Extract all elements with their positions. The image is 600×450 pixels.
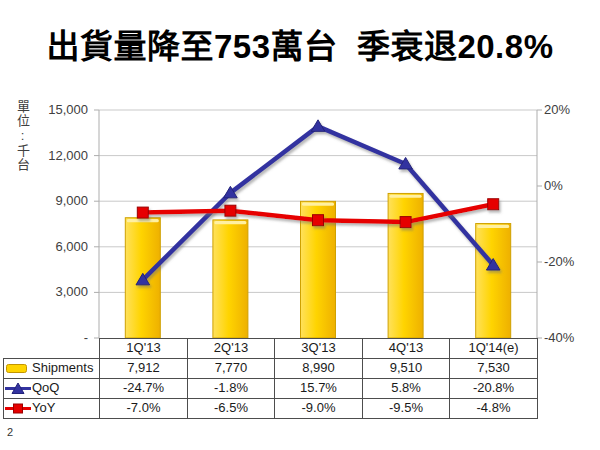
table-corner-blank — [4, 339, 100, 359]
page-number: 2 — [7, 426, 13, 438]
legend-cell-yoy: YoY — [4, 399, 100, 419]
legend-label: Shipments — [32, 361, 93, 375]
value-cell: -9.5% — [363, 399, 450, 419]
slide: 出貨量降至753萬台 季衰退20.8% 單位:千台 15,000 12,000 … — [0, 0, 600, 450]
category-cell: 1Q'13 — [100, 339, 188, 359]
legend-cell-shipments: Shipments — [4, 359, 100, 379]
value-cell: -7.0% — [100, 399, 188, 419]
category-cell: 4Q'13 — [363, 339, 450, 359]
legend-label: YoY — [32, 401, 55, 415]
value-cell: 7,770 — [188, 359, 275, 379]
value-cell: -4.8% — [450, 399, 538, 419]
table-row-qoq: QoQ -24.7% -1.8% 15.7% 5.8% -20.8% — [4, 379, 538, 399]
table-row-categories: 1Q'13 2Q'13 3Q'13 4Q'13 1Q'14(e) — [4, 339, 538, 359]
value-cell: 9,510 — [363, 359, 450, 379]
data-table: 1Q'13 2Q'13 3Q'13 4Q'13 1Q'14(e) Shipmen… — [3, 338, 538, 419]
value-cell: -1.8% — [188, 379, 275, 399]
table-row-yoy: YoY -7.0% -6.5% -9.0% -9.5% -4.8% — [4, 399, 538, 419]
square-line-legend-icon — [5, 402, 31, 415]
value-cell: 8,990 — [275, 359, 363, 379]
category-cell: 3Q'13 — [275, 339, 363, 359]
legend-label: QoQ — [32, 381, 59, 395]
table-row-shipments: Shipments 7,912 7,770 8,990 9,510 7,530 — [4, 359, 538, 379]
value-cell: 7,912 — [100, 359, 188, 379]
value-cell: -6.5% — [188, 399, 275, 419]
value-cell: -9.0% — [275, 399, 363, 419]
value-cell: 5.8% — [363, 379, 450, 399]
value-cell: -24.7% — [100, 379, 188, 399]
legend-cell-qoq: QoQ — [4, 379, 100, 399]
bar-series-legend-icon — [5, 362, 31, 375]
triangle-line-legend-icon — [5, 382, 31, 395]
value-cell: -20.8% — [450, 379, 538, 399]
category-cell: 2Q'13 — [188, 339, 275, 359]
category-cell: 1Q'14(e) — [450, 339, 538, 359]
value-cell: 15.7% — [275, 379, 363, 399]
value-cell: 7,530 — [450, 359, 538, 379]
